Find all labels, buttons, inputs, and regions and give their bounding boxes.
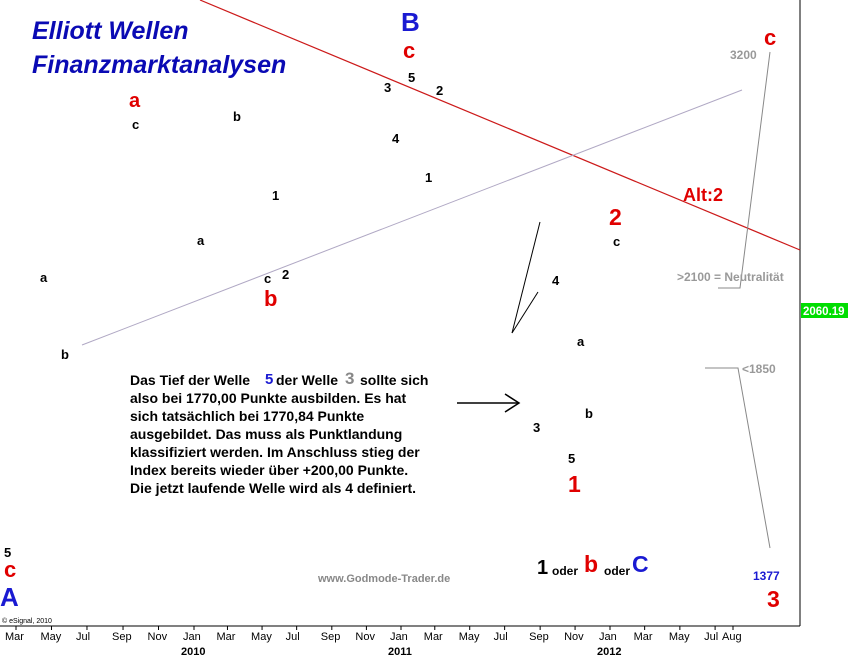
x-tick-label: Jul [76,631,90,643]
x-tick-label: Sep [321,631,341,643]
x-tick-label: Jul [286,631,300,643]
note-line-1b: der Welle [276,372,338,388]
target-3200-label: 3200 [730,48,757,62]
wave-label-3a: 3 [384,80,391,95]
note-line-1c: sollte sich [360,372,428,388]
note-wave-5: 5 [265,371,273,388]
note-arrow-icon [457,393,521,413]
x-tick-label: Mar [634,631,653,643]
wedge-line-upper [511,221,541,334]
wave-label-c2: c [264,271,271,286]
red-trendline [199,0,801,251]
note-wave-3: 3 [345,369,354,388]
blue-label-A: A [0,582,19,612]
x-tick-label: May [669,631,690,643]
note-line-6: Index bereits wieder über +200,00 Punkte… [130,462,408,478]
wave-label-c1: c [132,117,139,132]
red-label-b: b [264,286,277,311]
last-price-box [801,303,848,318]
x-tick-label: Jan [390,631,408,643]
legend-oder-1: oder [552,564,578,578]
wave-label-1a: 1 [272,188,279,203]
red-label-1: 1 [568,471,581,497]
wave-label-a3: a [577,334,585,349]
wave-label-b3: b [585,406,593,421]
alt-2-label: Alt:2 [683,185,723,205]
red-label-c-right: c [764,25,776,50]
below-1850-label: <1850 [742,362,776,376]
x-tick-label: Jul [494,631,508,643]
x-tick-label: Jan [183,631,201,643]
legend-1: 1 [537,557,548,579]
note-block: Das Tief der Welle 5 der Welle 3 sollte … [130,369,428,496]
red-label-c-top: c [403,38,415,63]
chart-title-line-1: Elliott Wellen [32,17,189,45]
x-year-label: 2011 [388,646,412,658]
x-axis-ticks: Mar May Jul Sep Nov Jan Mar May Jul Sep Nov Jan Mar M… [5,626,742,658]
note-line-5: klassifiziert werden. Im Anschluss stieg… [130,444,420,460]
projection-line-down [705,367,771,549]
chart-title-line-2: Finanzmarktanalysen [32,51,286,79]
legend-oder-2: oder [604,564,630,578]
note-line-7: Die jetzt laufende Welle wird als 4 defi… [130,480,416,496]
x-tick-label: Mar [216,631,235,643]
neutral-label: >2100 = Neutralität [677,270,784,284]
red-label-3: 3 [767,586,780,612]
wave-label-c3: c [613,234,620,249]
footer-copyright: © eSignal, 2010 [2,617,52,625]
x-tick-label: May [459,631,480,643]
x-tick-label: Mar [424,631,443,643]
wave-labels-black: a c b a b 1 c 2 3 4 5 1 2 4 3 5 a b c 5 [4,70,620,560]
projection-line-up [718,51,771,289]
wave-label-a1: a [40,270,48,285]
note-line-1a: Das Tief der Welle [130,372,250,388]
wave-label-a2: a [197,233,205,248]
blue-label-B: B [401,7,420,37]
wave-label-5c: 5 [4,545,11,560]
x-year-label: 2010 [181,646,205,658]
x-tick-label: May [40,631,61,643]
target-1377-label: 1377 [753,569,780,583]
wave-label-b1: b [61,347,69,362]
x-tick-label: Nov [355,631,375,643]
wedge-line-lower [511,291,539,334]
last-price-label: 2060.19 [803,306,845,318]
wave-label-b2: b [233,109,241,124]
x-tick-label: Nov [564,631,584,643]
wave-label-5b: 5 [568,451,575,466]
note-line-3: sich tatsächlich bei 1770,84 Punkte [130,408,364,424]
footer-site: www.Godmode-Trader.de [317,573,450,585]
x-tick-label: Sep [529,631,549,643]
wave-label-3b: 3 [533,420,540,435]
x-year-label: 2012 [597,646,621,658]
legend-b: b [584,551,598,577]
gray-trendline [81,89,743,346]
wave-label-4b: 4 [552,273,560,288]
wave-label-1b: 1 [425,170,432,185]
x-tick-label: Mar [5,631,24,643]
bottom-legend: 1 oder b oder C [537,551,649,579]
note-line-2: also bei 1770,00 Punkte ausbilden. Es ha… [130,390,407,406]
legend-C: C [632,551,649,577]
wave-label-5a: 5 [408,70,415,85]
red-label-2: 2 [609,204,622,230]
wave-label-2a: 2 [282,267,289,282]
wave-label-4a: 4 [392,131,400,146]
x-tick-label: May [251,631,272,643]
x-tick-label: Jul [704,631,718,643]
red-label-a: a [129,90,141,112]
red-label-c-left: c [4,557,16,582]
wave-labels-red: a c c b 2 1 3 c Alt:2 [4,25,780,612]
x-tick-label: Nov [148,631,168,643]
x-tick-label: Aug [722,631,742,643]
note-line-4: ausgebildet. Das muss als Punktlandung [130,426,402,442]
x-tick-label: Sep [112,631,132,643]
wave-label-2b: 2 [436,83,443,98]
x-tick-label: Jan [599,631,617,643]
